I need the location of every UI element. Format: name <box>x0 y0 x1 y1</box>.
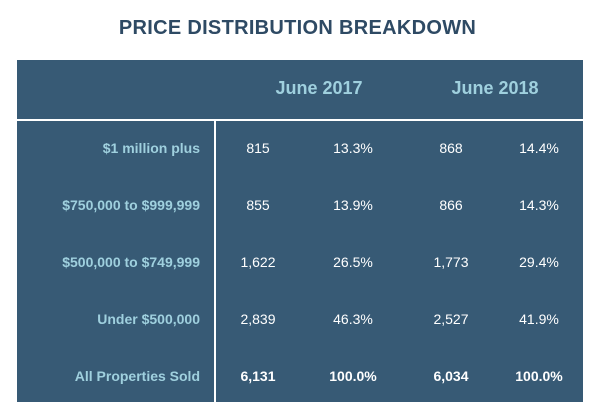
table-cell-count-2017: 6,131 <box>240 368 276 384</box>
row-label: All Properties Sold <box>74 368 200 384</box>
table-cell-count-2018: 868 <box>439 140 463 156</box>
table-cell-count-2017: 815 <box>246 140 270 156</box>
table-cell-count-2018: 2,527 <box>433 311 469 327</box>
row-label: $500,000 to $749,999 <box>62 254 200 270</box>
table-row: $750,000 to $999,999 855 13.9% 866 14.3% <box>17 197 583 217</box>
price-distribution-table: June 2017 June 2018 $1 million plus 815 13… <box>17 60 583 402</box>
table-cell-count-2017: 2,839 <box>240 311 276 327</box>
row-label: $750,000 to $999,999 <box>62 197 200 213</box>
table-cell-share-2018: 14.4% <box>519 140 559 156</box>
table-cell-share-2017: 100.0% <box>329 368 377 384</box>
label-column-divider <box>214 121 216 402</box>
table-cell-share-2018: 14.3% <box>519 197 559 213</box>
table-cell-count-2017: 855 <box>246 197 270 213</box>
page-title: PRICE DISTRIBUTION BREAKDOWN <box>118 17 477 39</box>
row-label: $1 million plus <box>102 140 200 156</box>
table-row: All Properties Sold 6,131 100.0% 6,034 100.0… <box>17 368 583 388</box>
period-header-june-2018: June 2018 <box>451 78 539 98</box>
table-cell-share-2018: 41.9% <box>519 311 559 327</box>
row-label: Under $500,000 <box>97 311 200 327</box>
table-header-row: June 2017 June 2018 <box>17 60 583 119</box>
table-cell-share-2017: 26.5% <box>333 254 373 270</box>
header-divider <box>17 119 583 121</box>
table-cell-share-2017: 13.9% <box>333 197 373 213</box>
period-header-june-2017: June 2017 <box>275 78 363 98</box>
table-cell-share-2018: 100.0% <box>515 368 563 384</box>
table-cell-share-2018: 29.4% <box>519 254 559 270</box>
table-cell-count-2018: 6,034 <box>433 368 469 384</box>
table-row: Under $500,000 2,839 46.3% 2,527 41.9% <box>17 311 583 331</box>
table-row: $500,000 to $749,999 1,622 26.5% 1,773 29.4% <box>17 254 583 274</box>
table-cell-count-2018: 866 <box>439 197 463 213</box>
table-row: $1 million plus 815 13.3% 868 14.4% <box>17 140 583 160</box>
table-cell-count-2018: 1,773 <box>433 254 469 270</box>
table-cell-share-2017: 46.3% <box>333 311 373 327</box>
table-cell-share-2017: 13.3% <box>333 140 373 156</box>
table-cell-count-2017: 1,622 <box>240 254 276 270</box>
